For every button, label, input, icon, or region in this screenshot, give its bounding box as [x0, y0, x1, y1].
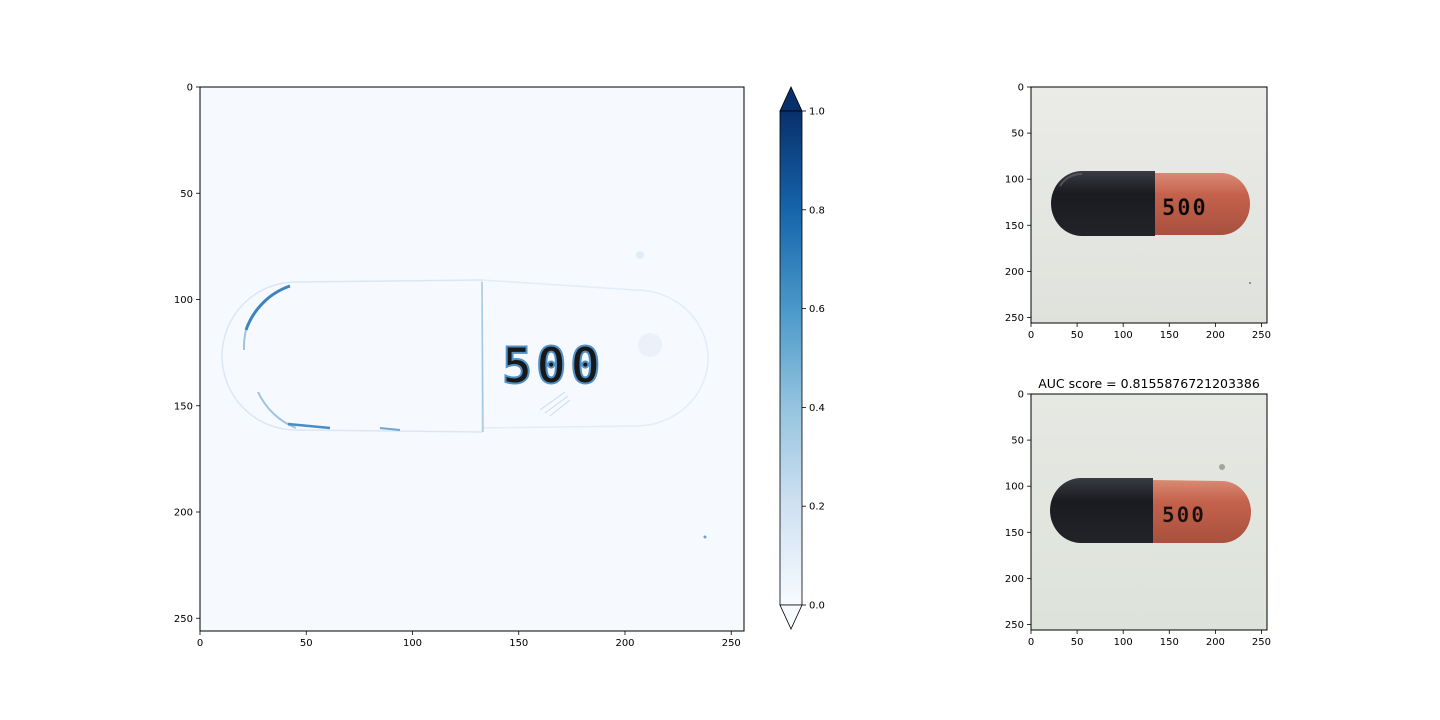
heatmap-y-tick-label: 150: [174, 401, 193, 412]
colorbar-ticks: 0.0 0.2 0.4 0.6 0.8 1.0: [802, 107, 825, 612]
reconstruction-panel: AUC score = 0.8155876721203386 500 0 50 10…: [1005, 376, 1271, 648]
reconstruction-y-tick-label: 150: [1005, 528, 1024, 539]
input-x-tick-label: 50: [1071, 330, 1084, 341]
input-y-tick-label: 250: [1005, 313, 1024, 324]
colorbar-tick-label: 0.8: [809, 205, 825, 216]
heatmap-y-axis: 0 50 100 150 200 250: [174, 83, 200, 625]
reconstruction-y-tick-label: 0: [1018, 390, 1024, 401]
colorbar: 0.0 0.2 0.4 0.6 0.8 1.0: [779, 86, 825, 630]
heatmap-x-tick-label: 0: [197, 638, 203, 649]
heatmap-y-tick-label: 200: [174, 508, 193, 519]
colorbar-tick-label: 0.0: [809, 601, 825, 612]
reconstruction-capsule-text: 500: [1162, 503, 1206, 527]
input-y-tick-label: 50: [1011, 129, 1024, 140]
heatmap-x-tick-label: 200: [615, 638, 634, 649]
heatmap-panel: 500 0 50 100 150 200 250 0 50 100 150 200 250: [174, 83, 745, 649]
heatmap-x-tick-label: 250: [722, 638, 741, 649]
reconstruction-x-axis: 0 50 100 150 200 250: [1028, 630, 1271, 648]
heatmap-y-tick-label: 50: [180, 189, 193, 200]
colorbar-gradient: [779, 110, 803, 606]
heatmap-x-tick-label: 150: [509, 638, 528, 649]
reconstruction-image: 500: [1031, 394, 1267, 630]
input-x-axis: 0 50 100 150 200 250: [1028, 323, 1271, 341]
input-x-tick-label: 150: [1160, 330, 1179, 341]
reconstruction-x-tick-label: 100: [1114, 637, 1133, 648]
colorbar-tick-label: 0.6: [809, 304, 825, 315]
heatmap-y-tick-label: 250: [174, 614, 193, 625]
reconstruction-x-tick-label: 250: [1252, 637, 1271, 648]
input-y-tick-label: 100: [1005, 175, 1024, 186]
heatmap-x-tick-label: 100: [403, 638, 422, 649]
input-x-tick-label: 200: [1206, 330, 1225, 341]
colorbar-tick-label: 0.4: [809, 403, 825, 414]
heatmap-capsule-text: 500: [502, 337, 604, 395]
reconstruction-x-tick-label: 200: [1206, 637, 1225, 648]
input-x-tick-label: 100: [1114, 330, 1133, 341]
input-x-tick-label: 250: [1252, 330, 1271, 341]
reconstruction-y-axis: 0 50 100 150 200 250: [1005, 390, 1031, 631]
input-image-panel: 500 0 50 100 150 200 250 0 50 100 150 200 250: [1005, 83, 1271, 342]
input-image: 500: [1031, 87, 1267, 323]
heatmap-y-tick-label: 100: [174, 295, 193, 306]
input-x-tick-label: 0: [1028, 330, 1034, 341]
reconstruction-title: AUC score = 0.8155876721203386: [1038, 376, 1260, 391]
reconstruction-y-tick-label: 200: [1005, 574, 1024, 585]
heatmap-y-tick-label: 0: [187, 83, 193, 94]
colorbar-tick-label: 0.2: [809, 502, 825, 513]
reconstruction-x-tick-label: 150: [1160, 637, 1179, 648]
colorbar-extend-min: [779, 604, 803, 630]
input-y-tick-label: 200: [1005, 267, 1024, 278]
reconstruction-y-tick-label: 50: [1011, 436, 1024, 447]
input-y-tick-label: 0: [1018, 83, 1024, 94]
input-y-axis: 0 50 100 150 200 250: [1005, 83, 1031, 324]
colorbar-extend-max: [779, 86, 803, 112]
reconstruction-y-tick-label: 100: [1005, 482, 1024, 493]
input-capsule-text: 500: [1162, 196, 1208, 221]
heatmap-x-tick-label: 50: [300, 638, 313, 649]
reconstruction-y-tick-label: 250: [1005, 620, 1024, 631]
heatmap-image: 500: [200, 87, 744, 631]
heatmap-x-axis: 0 50 100 150 200 250: [197, 631, 741, 649]
reconstruction-x-tick-label: 50: [1071, 637, 1084, 648]
reconstruction-x-tick-label: 0: [1028, 637, 1034, 648]
colorbar-tick-label: 1.0: [809, 107, 825, 118]
input-y-tick-label: 150: [1005, 221, 1024, 232]
